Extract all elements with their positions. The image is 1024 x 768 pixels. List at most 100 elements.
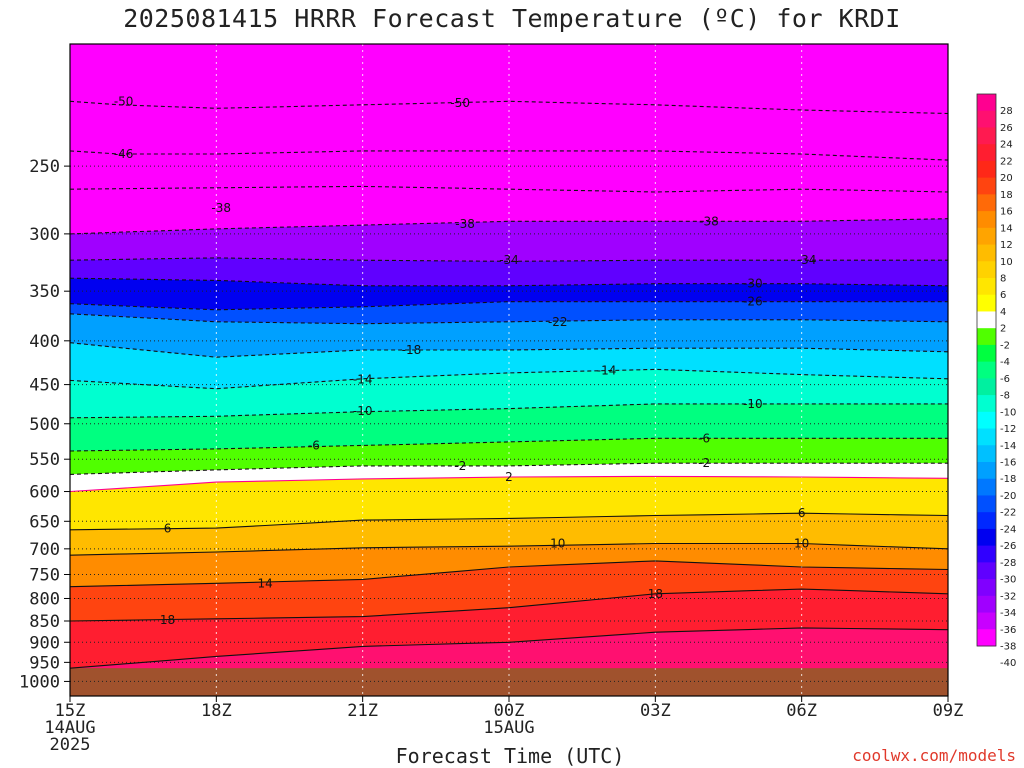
chart-title: 2025081415 HRRR Forecast Temperature (ºC…	[123, 4, 901, 33]
contour-label: -18	[402, 343, 422, 357]
colorbar-segment	[977, 94, 996, 112]
colorbar-segment	[977, 227, 996, 246]
colorbar-label: 4	[1000, 307, 1006, 318]
color-band	[70, 257, 948, 286]
colorbar-label: 16	[1000, 207, 1013, 218]
x-tick-label: 18Z	[201, 701, 232, 721]
colorbar-segment	[977, 579, 996, 597]
colorbar-segment	[977, 595, 996, 614]
colorbar-label: -6	[1000, 374, 1010, 385]
colorbar-label: 6	[1000, 290, 1006, 301]
colorbar-label: -32	[1000, 591, 1016, 602]
colorbar-label: 18	[1000, 190, 1013, 201]
colorbar-label: 24	[1000, 140, 1013, 151]
contour-line	[70, 437, 948, 452]
contour-label: -2	[454, 459, 466, 473]
x-tick-label: 00Z	[494, 701, 525, 721]
contour-label: -10	[353, 404, 373, 418]
contour-label: 6	[798, 506, 806, 520]
x-tick-label: 09Z	[933, 701, 964, 721]
contour-label: -6	[308, 438, 320, 452]
colorbar-segment	[977, 512, 996, 530]
y-tick-label: 950	[29, 653, 60, 673]
color-band	[70, 543, 948, 587]
colorbar-label: 8	[1000, 274, 1006, 285]
colorbar-segment	[977, 294, 996, 312]
colorbar-segment	[977, 428, 996, 446]
contour-label: -26	[743, 295, 763, 309]
contour-label: -38	[211, 201, 231, 215]
colorbar-segment	[977, 328, 996, 346]
x-tick-label: 06Z	[786, 701, 817, 721]
color-band	[70, 463, 948, 492]
colorbar-label: 14	[1000, 223, 1013, 234]
colorbar-segment	[977, 177, 996, 195]
colorbar-label: 10	[1000, 257, 1013, 268]
y-tick-label: 250	[29, 157, 60, 177]
contour-line	[70, 150, 948, 161]
color-band	[70, 513, 948, 556]
contour-label: 2	[505, 470, 513, 484]
colorbar-label: -38	[1000, 642, 1016, 653]
contour-line	[70, 277, 948, 287]
colorbar-segment	[977, 311, 996, 329]
contour-line	[70, 475, 948, 493]
y-tick-label: 500	[29, 415, 60, 435]
contour-label: -2	[698, 456, 710, 470]
colorbar-segment	[977, 478, 996, 496]
colorbar-segment	[977, 160, 996, 179]
colorbar-segment	[977, 194, 996, 212]
y-tick-label: 550	[29, 450, 60, 470]
contour-label: -10	[743, 397, 763, 411]
colorbar-label: -2	[1000, 340, 1010, 351]
y-tick-label: 750	[29, 565, 60, 585]
colorbar-label: -18	[1000, 474, 1016, 485]
contour-label: 18	[160, 613, 175, 627]
x-tick-label: 21Z	[347, 701, 378, 721]
colorbar-label: 26	[1000, 123, 1013, 134]
y-tick-label: 600	[29, 483, 60, 503]
colorbar-segment	[977, 462, 996, 480]
colorbar-label: -10	[1000, 407, 1016, 418]
y-tick-label: 300	[29, 225, 60, 245]
colorbar-segment	[977, 629, 996, 647]
x-axis-label: Forecast Time (UTC)	[395, 744, 625, 768]
contour-line	[70, 512, 948, 531]
colorbar-segment	[977, 211, 996, 229]
colorbar-segment	[977, 361, 996, 379]
contour-label: -38	[699, 214, 719, 228]
contour-line	[70, 257, 948, 262]
y-tick-label: 450	[29, 376, 60, 396]
colorbar-label: -40	[1000, 658, 1016, 669]
colorbar-segment	[977, 612, 996, 630]
contour-line	[70, 542, 948, 556]
color-band	[70, 101, 948, 161]
y-tick-label: 850	[29, 612, 60, 632]
colorbar-label: -36	[1000, 625, 1016, 636]
y-tick-label: 700	[29, 540, 60, 560]
contour-line	[70, 462, 948, 475]
contour-label: -50	[114, 94, 134, 108]
colorbar-segment	[977, 144, 996, 162]
contour-line	[70, 342, 948, 358]
color-band	[70, 589, 948, 669]
contour-label: -14	[353, 373, 373, 387]
contour-line	[70, 218, 948, 235]
y-tick-label: 650	[29, 512, 60, 532]
contour-label: -22	[548, 315, 568, 329]
contour-label: -38	[455, 217, 475, 231]
x-tick-label: 15Z	[55, 701, 86, 721]
colorbar-label: -28	[1000, 558, 1016, 569]
colorbar-label: 20	[1000, 173, 1013, 184]
contour-label: 18	[648, 587, 663, 601]
color-band	[70, 218, 948, 262]
colorbar-label: -14	[1000, 441, 1016, 452]
x-tick-label: 2025	[50, 735, 91, 755]
colorbar-label: -30	[1000, 575, 1016, 586]
colorbar-label: -16	[1000, 458, 1016, 469]
colorbar-label: -12	[1000, 424, 1016, 435]
colorbar-segment	[977, 261, 996, 279]
contour-line	[70, 403, 948, 419]
color-band	[70, 403, 948, 451]
colorbar-label: -20	[1000, 491, 1016, 502]
